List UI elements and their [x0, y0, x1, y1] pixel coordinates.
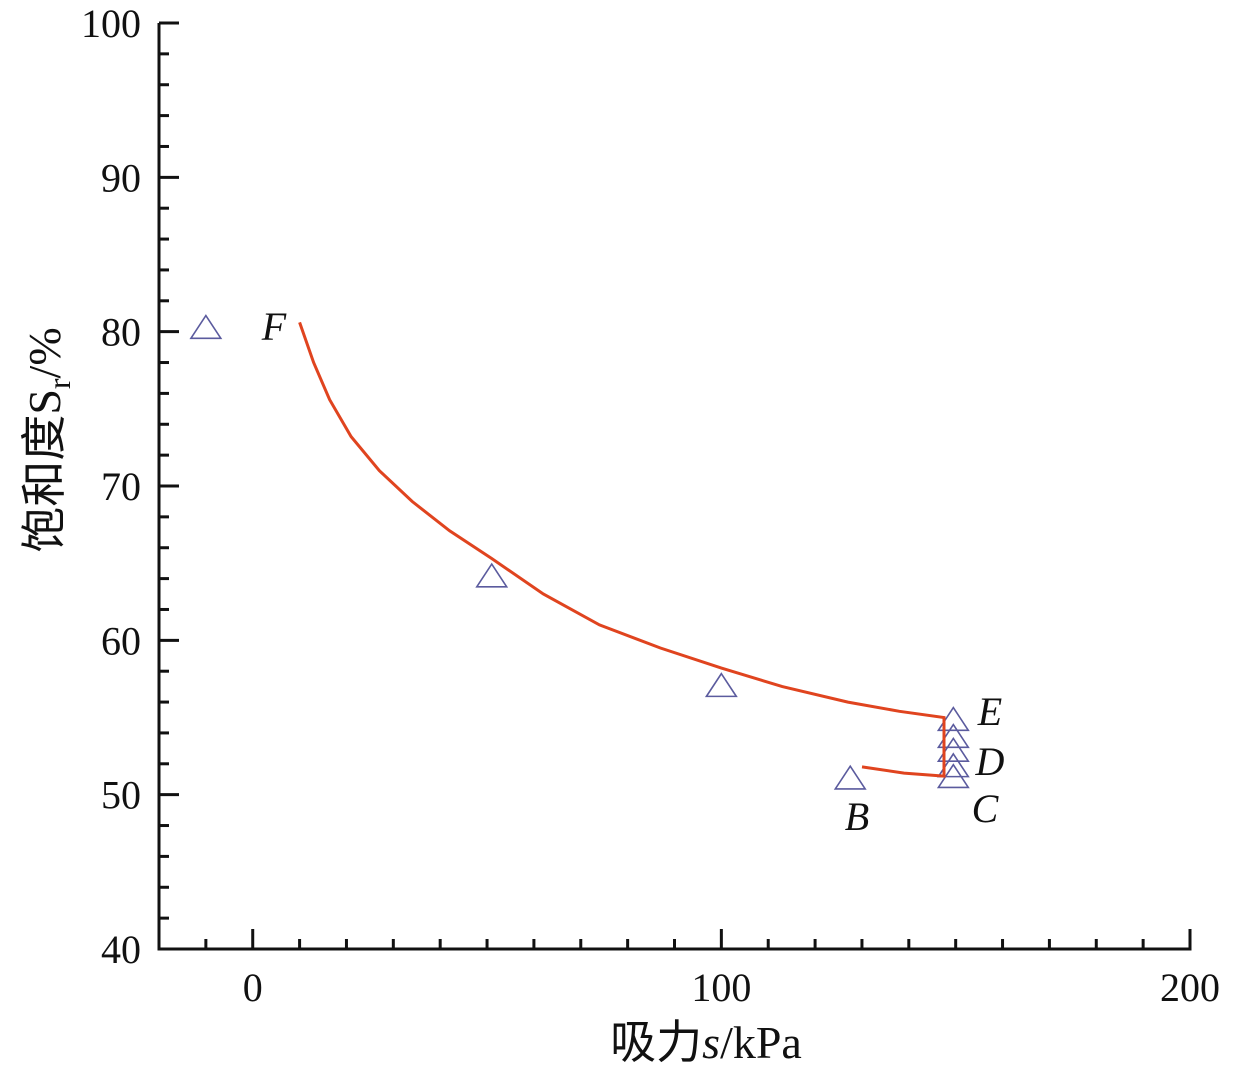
triangle-marker	[189, 314, 223, 340]
triangle-marker	[704, 672, 738, 698]
x-axis-label: 吸力s/kPa	[610, 1017, 802, 1068]
y-label-unit: /%	[19, 327, 70, 378]
y-tick-label: 100	[81, 1, 141, 46]
triangle-marker	[833, 764, 867, 790]
point-label: E	[977, 689, 1002, 734]
x-label-var: s	[702, 1017, 720, 1068]
y-tick-label: 50	[101, 773, 141, 818]
x-tick-label: 0	[243, 965, 263, 1010]
y-label-sub: r	[41, 378, 77, 389]
x-label-text: 吸力	[610, 1017, 702, 1068]
y-tick-label: 70	[101, 464, 141, 509]
y-tick-label: 90	[101, 155, 141, 200]
y-label-text: 饱和度S	[19, 389, 70, 553]
point-label: D	[975, 739, 1005, 784]
point-label: F	[261, 304, 287, 349]
triangle-marker	[936, 706, 970, 732]
point-label: B	[845, 794, 869, 839]
x-label-unit: /kPa	[720, 1017, 802, 1068]
x-tick-label: 100	[691, 965, 751, 1010]
triangle-marker	[936, 736, 970, 763]
y-axis-label: 饱和度Sr/%	[19, 327, 77, 552]
point-label: C	[972, 786, 1000, 831]
triangle-marker	[936, 763, 970, 789]
y-tick-label: 60	[101, 618, 141, 663]
x-tick-label: 200	[1160, 965, 1220, 1010]
triangle-marker	[936, 723, 970, 749]
triangle-marker	[475, 562, 509, 588]
y-tick-label: 40	[101, 927, 141, 972]
triangle-marker	[936, 752, 970, 778]
y-tick-label: 80	[101, 310, 141, 355]
curve	[298, 321, 946, 778]
